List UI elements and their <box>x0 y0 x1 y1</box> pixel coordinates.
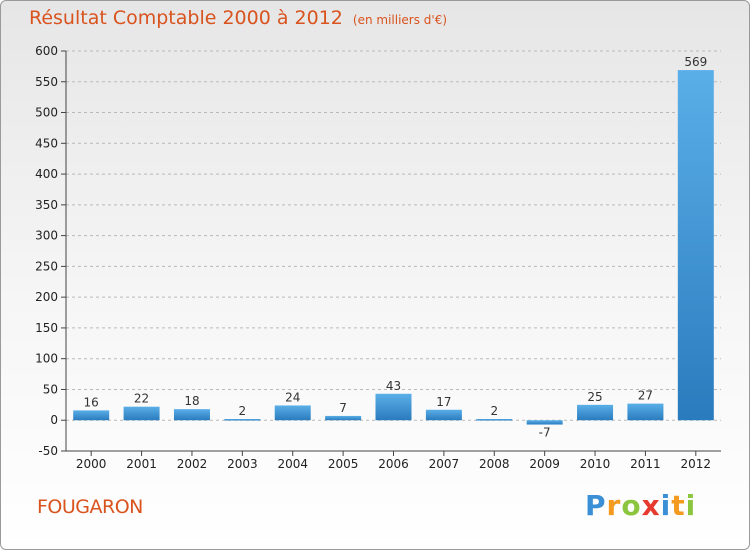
x-tick-label: 2001 <box>126 457 157 471</box>
logo-letter: x <box>641 489 661 522</box>
x-tick-label: 2008 <box>479 457 510 471</box>
logo-letter: i <box>685 489 697 522</box>
bar-value-label: 16 <box>84 395 99 409</box>
y-tick-label: 200 <box>35 290 58 304</box>
x-tick-label: 2012 <box>681 457 712 471</box>
chart-unit: (en milliers d'€) <box>352 13 448 27</box>
bars <box>73 70 714 425</box>
bar-value-label: 2 <box>239 404 247 418</box>
y-tick-label: 100 <box>35 352 58 366</box>
y-tick-label: 300 <box>35 229 58 243</box>
bar <box>73 410 110 421</box>
bar-value-label: 569 <box>684 55 707 69</box>
bar-value-label: 24 <box>285 390 300 404</box>
y-tick-label: 350 <box>35 198 58 212</box>
y-tick-label: 50 <box>43 382 58 396</box>
bar-value-label: 27 <box>638 389 653 403</box>
bar-value-label: 18 <box>184 394 199 408</box>
logo-letter: o <box>621 489 642 522</box>
bar <box>425 409 462 421</box>
y-tick-label: 500 <box>35 106 58 120</box>
bar-value-label: 43 <box>386 379 401 393</box>
bar <box>123 406 160 421</box>
bar <box>274 405 311 421</box>
axes: -50 0 50 100 150 200 250 300 350 400 450 500 550 600 2… <box>35 44 721 471</box>
x-tick-label: 2000 <box>76 457 107 471</box>
y-tick-label: 0 <box>50 413 58 427</box>
x-tick-label: 2005 <box>328 457 359 471</box>
y-tick-label: 150 <box>35 321 58 335</box>
y-tick-label: 400 <box>35 167 58 181</box>
logo-letter: r <box>606 489 622 522</box>
bar-value-label: 25 <box>587 390 602 404</box>
bar-value-label: -7 <box>539 426 551 440</box>
bar-value-label: 17 <box>436 395 451 409</box>
bar <box>476 419 513 421</box>
logo-letter: P <box>585 489 607 522</box>
x-tick-label: 2006 <box>378 457 409 471</box>
x-tick-label: 2011 <box>630 457 661 471</box>
bar <box>526 420 563 425</box>
bar <box>224 419 261 421</box>
bar-value-label: 2 <box>490 404 498 418</box>
bar <box>375 393 412 421</box>
y-tick-label: 550 <box>35 75 58 89</box>
bar-value-labels: 16 22 18 2 24 7 43 17 2 -7 25 27 569 <box>84 55 708 439</box>
bar-value-label: 22 <box>134 392 149 406</box>
bar <box>577 404 614 421</box>
x-tick-label: 2007 <box>429 457 460 471</box>
x-tick-label: 2004 <box>277 457 308 471</box>
chart-title: Résultat Comptable 2000 à 2012 <box>29 7 343 29</box>
bar <box>677 70 714 421</box>
logo-letter: i <box>660 489 672 522</box>
y-tick-label: 600 <box>35 44 58 58</box>
x-tick-label: 2003 <box>227 457 258 471</box>
bar <box>627 403 664 421</box>
bar <box>173 409 210 421</box>
x-tick-label: 2010 <box>580 457 611 471</box>
x-tick-label: 2009 <box>529 457 560 471</box>
y-tick-label: 250 <box>35 259 58 273</box>
x-tick-label: 2002 <box>177 457 208 471</box>
logo-letter: t <box>671 489 686 522</box>
commune-name: FOUGARON <box>37 496 143 518</box>
y-tick-label: 450 <box>35 136 58 150</box>
bar-value-label: 7 <box>339 401 347 415</box>
y-tick-label: -50 <box>38 444 58 458</box>
proxiti-logo: Proxiti <box>585 489 696 522</box>
title-line: Résultat Comptable 2000 à 2012 (en millie… <box>29 7 447 29</box>
bar <box>325 415 362 421</box>
